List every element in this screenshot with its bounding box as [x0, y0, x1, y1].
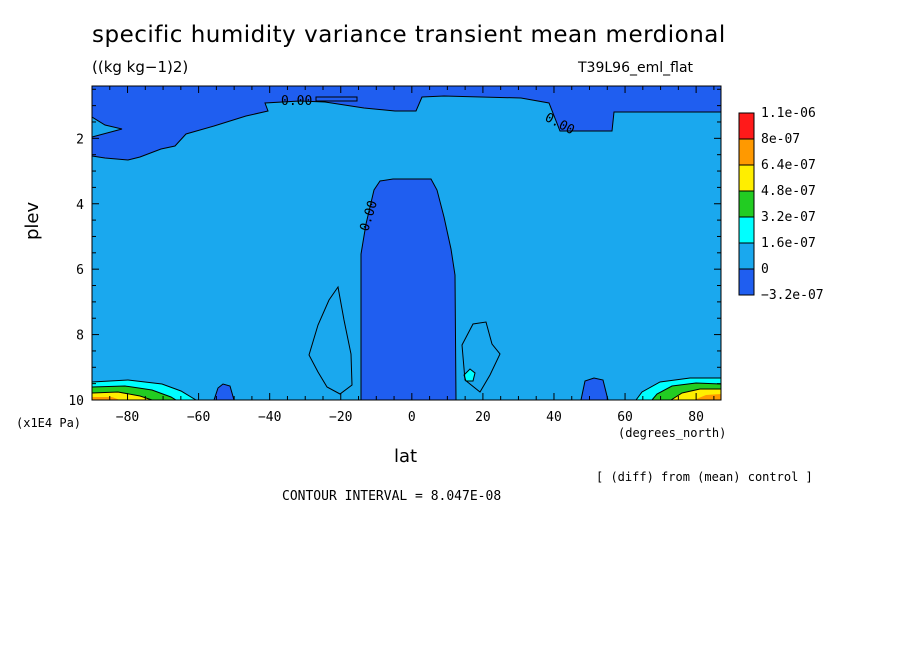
field-negative-blob-left — [214, 384, 234, 400]
x-tick-label: 60 — [617, 410, 633, 425]
colorbar-swatch — [738, 242, 755, 270]
plot-area — [92, 86, 721, 400]
chart-title: specific humidity variance transient mea… — [92, 22, 726, 48]
contour-band-right-3 — [670, 388, 721, 400]
contour-zero-column — [360, 178, 457, 400]
y-tick-labels: 2 4 6 8 10 — [68, 132, 84, 409]
x-units-label: (degrees_north) — [618, 426, 727, 440]
colorbar-label: 6.4e-07 — [761, 158, 816, 173]
contour-top-box — [315, 96, 358, 102]
colorbar-label: 4.8e-07 — [761, 184, 816, 199]
contour-interval-label: CONTOUR INTERVAL = 8.047E-08 — [282, 489, 502, 504]
field-negative-column — [361, 179, 456, 400]
contour-lines — [92, 95, 721, 400]
colorbar-label: −3.2e-07 — [761, 288, 824, 303]
x-tick-label: 40 — [546, 410, 562, 425]
colorbar-swatch — [738, 216, 755, 244]
x-tick-label: 80 — [688, 410, 704, 425]
contour-label-top-left: 0.00 — [281, 94, 312, 109]
colorbar-swatch — [738, 112, 755, 140]
y-tick-label: 2 — [76, 132, 84, 147]
x-tick-label: −60 — [187, 410, 210, 425]
run-name-label: T39L96_eml_flat — [578, 60, 694, 76]
contour-blob-left — [213, 383, 235, 400]
field-cyan-patch — [464, 369, 475, 381]
y-axis-label: plev — [22, 201, 43, 240]
x-axis-label: lat — [394, 446, 418, 467]
colorbar-label: 0 — [761, 262, 769, 277]
x-tick-label: −40 — [258, 410, 281, 425]
x-tick-label: −80 — [116, 410, 139, 425]
plot-frame — [91, 85, 722, 401]
field-band-left-4 — [92, 397, 120, 400]
contour-band-right-1 — [635, 377, 721, 400]
x-tick-label: 20 — [475, 410, 491, 425]
x-tick-labels: −80 −60 −40 −20 0 20 40 60 80 — [116, 410, 704, 425]
contour-blob-right — [580, 377, 609, 400]
y-tick-label: 4 — [76, 198, 84, 213]
colorbar-label: 3.2e-07 — [761, 210, 816, 225]
x-tick-label: −20 — [329, 410, 352, 425]
colorbar-label: 1.6e-07 — [761, 236, 816, 251]
field-negative-blob-right — [581, 378, 608, 400]
contour-band-right-2 — [651, 382, 721, 400]
y-tick-label: 10 — [68, 394, 84, 409]
contour-thin-left — [308, 285, 353, 395]
colorbar-swatch — [738, 190, 755, 218]
contour-zero-top — [92, 95, 721, 161]
y-tick-label: 6 — [76, 263, 84, 278]
colorbar-labels: 1.1e-06 8e-07 6.4e-07 4.8e-07 3.2e-07 1.6e-07… — [761, 106, 824, 303]
axis-ticks — [91, 86, 721, 401]
y-units-label: (x1E4 Pa) — [16, 416, 82, 430]
colorbar-label: 1.1e-06 — [761, 106, 816, 121]
y-tick-label: 8 — [76, 329, 84, 344]
contour-band-left-3 — [92, 391, 153, 400]
contour-cyan-patch — [463, 368, 476, 382]
contour-band-left-1 — [92, 379, 197, 400]
x-tick-label: 0 — [408, 410, 416, 425]
contour-thin-right — [461, 321, 501, 393]
colorbar-label: 8e-07 — [761, 132, 800, 147]
units-label: ((kg kg−1)2) — [92, 58, 189, 76]
colorbar-swatch — [738, 268, 755, 296]
colorbar — [738, 112, 755, 296]
colorbar-swatch — [738, 138, 755, 166]
diff-note: [ (diff) from (mean) control ] — [596, 470, 813, 484]
colorbar-swatch — [738, 164, 755, 192]
contour-band-left-2 — [92, 385, 177, 400]
